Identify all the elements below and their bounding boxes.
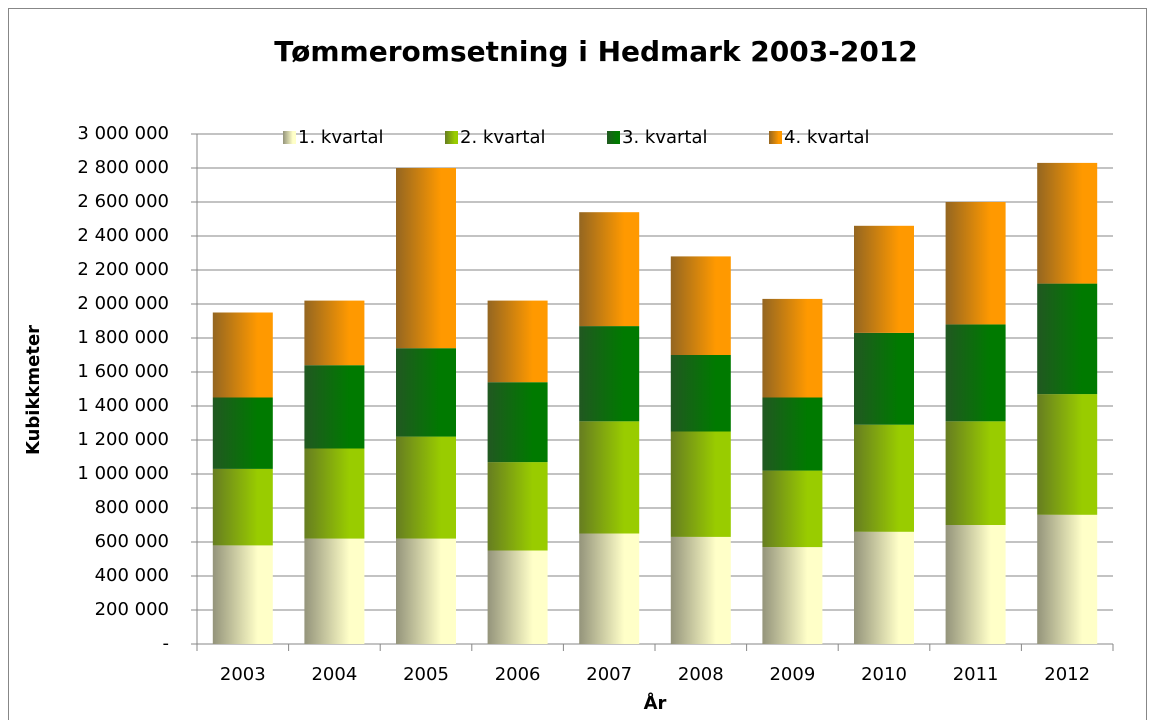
bar-segment bbox=[945, 525, 1006, 644]
bar-segment bbox=[579, 212, 640, 327]
bar-segment bbox=[945, 421, 1006, 525]
x-tick-label: 2005 bbox=[403, 664, 449, 685]
bar-segment bbox=[487, 300, 548, 383]
bar-segment bbox=[762, 298, 823, 398]
x-tick-label: 2011 bbox=[953, 664, 999, 685]
bar-segment bbox=[945, 324, 1006, 422]
bar-segment bbox=[212, 312, 273, 398]
legend-swatch bbox=[769, 131, 782, 144]
bar-segment bbox=[854, 531, 914, 644]
legend-label: 2. kvartal bbox=[460, 127, 546, 148]
bar-segment bbox=[304, 538, 365, 644]
y-tick-label: - bbox=[163, 633, 170, 654]
bar-segment bbox=[304, 300, 365, 366]
y-tick-label: 2 400 000 bbox=[77, 225, 169, 246]
bar-segment bbox=[854, 424, 914, 532]
legend-label: 4. kvartal bbox=[784, 127, 870, 148]
bar-segment bbox=[670, 355, 731, 432]
bar-segment bbox=[396, 348, 456, 437]
legend-swatch bbox=[445, 131, 458, 144]
bar-segment bbox=[762, 547, 823, 644]
bar-segment bbox=[1037, 283, 1098, 395]
x-tick-label: 2006 bbox=[495, 664, 541, 685]
x-tick-label: 2010 bbox=[861, 664, 907, 685]
bar-segment bbox=[212, 545, 273, 644]
bar-segment bbox=[579, 533, 640, 644]
bar-segment bbox=[396, 538, 456, 644]
x-axis-label: År bbox=[644, 691, 667, 714]
y-tick-label: 1 400 000 bbox=[77, 395, 169, 416]
bar-segment bbox=[1037, 394, 1098, 515]
bar-segment bbox=[762, 470, 823, 548]
bar-segment bbox=[579, 421, 640, 534]
bar-segment bbox=[304, 448, 365, 539]
bar-segment bbox=[396, 168, 456, 349]
legend-swatch bbox=[607, 131, 620, 144]
legend-label: 3. kvartal bbox=[622, 127, 708, 148]
bar-segment bbox=[487, 462, 548, 551]
x-tick-label: 2009 bbox=[769, 664, 815, 685]
bar-segment bbox=[670, 536, 731, 644]
y-tick-label: 2 000 000 bbox=[77, 293, 169, 314]
y-tick-label: 200 000 bbox=[95, 599, 169, 620]
x-tick-label: 2007 bbox=[586, 664, 632, 685]
y-tick-label: 400 000 bbox=[95, 565, 169, 586]
bar-segment bbox=[212, 468, 273, 546]
x-tick-label: 2004 bbox=[311, 664, 357, 685]
bar-segment bbox=[487, 382, 548, 463]
y-axis-label: Kubikkmeter bbox=[23, 325, 44, 455]
bar-segment bbox=[854, 332, 914, 425]
bar-segment bbox=[487, 550, 548, 644]
x-tick-label: 2003 bbox=[220, 664, 266, 685]
bar-segment bbox=[304, 365, 365, 449]
y-tick-label: 1 800 000 bbox=[77, 327, 169, 348]
y-tick-label: 2 800 000 bbox=[77, 157, 169, 178]
y-tick-label: 1 200 000 bbox=[77, 429, 169, 450]
bar-segment bbox=[1037, 514, 1098, 644]
bar-segment bbox=[854, 225, 914, 333]
legend-label: 1. kvartal bbox=[298, 127, 384, 148]
y-tick-label: 1 600 000 bbox=[77, 361, 169, 382]
bar-segment bbox=[396, 436, 456, 539]
bar-segment bbox=[212, 397, 273, 469]
x-tick-label: 2008 bbox=[678, 664, 724, 685]
bar-segment bbox=[670, 431, 731, 537]
bar-segment bbox=[1037, 162, 1098, 284]
chart-title: Tømmeromsetning i Hedmark 2003-2012 bbox=[274, 35, 918, 68]
y-tick-label: 2 200 000 bbox=[77, 259, 169, 280]
x-tick-label: 2012 bbox=[1044, 664, 1090, 685]
y-tick-label: 600 000 bbox=[95, 531, 169, 552]
y-tick-label: 1 000 000 bbox=[77, 463, 169, 484]
bar-segment bbox=[762, 397, 823, 471]
bar-segment bbox=[579, 326, 640, 422]
y-tick-label: 3 000 000 bbox=[77, 123, 169, 144]
y-tick-label: 800 000 bbox=[95, 497, 169, 518]
bar-segment bbox=[670, 256, 731, 355]
y-tick-label: 2 600 000 bbox=[77, 191, 169, 212]
bar-segment bbox=[945, 202, 1006, 325]
legend-swatch bbox=[283, 131, 296, 144]
